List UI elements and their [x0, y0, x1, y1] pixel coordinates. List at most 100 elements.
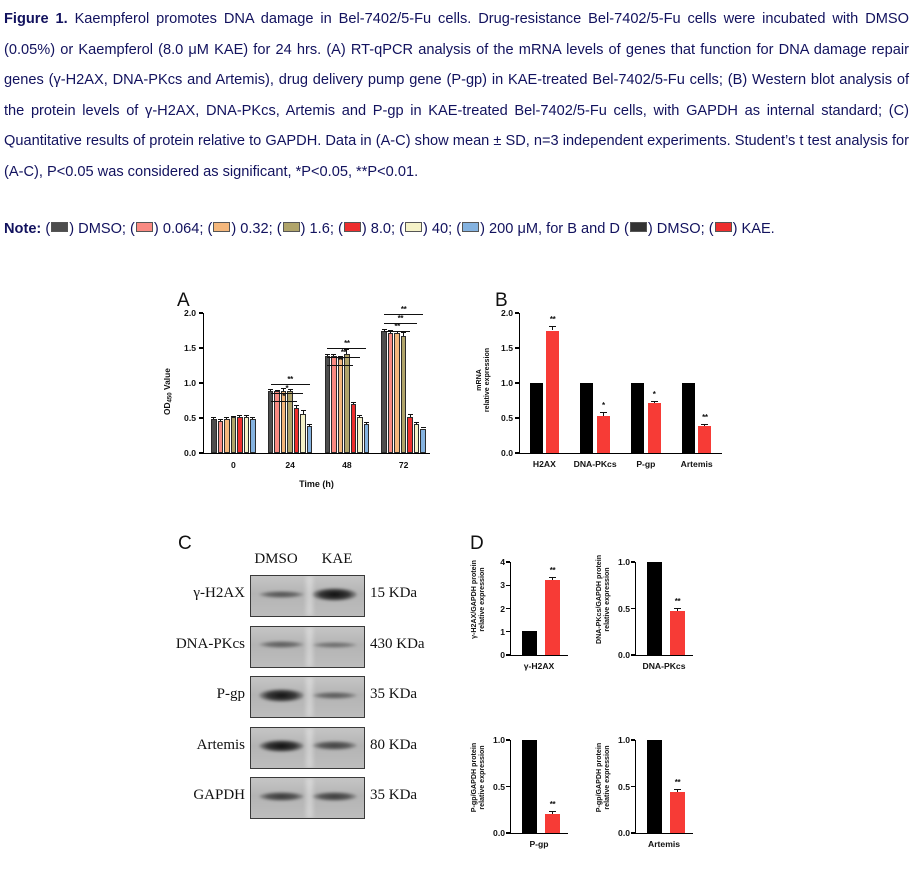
- panel-b-y-tick: [515, 452, 519, 454]
- panel-a-significance-line: [384, 323, 417, 325]
- panel-d-y-axis-title: P-gp/GAPDH protein relative expression: [470, 728, 487, 827]
- y-title-line-1: P-gp/GAPDH protein: [470, 742, 478, 813]
- panel-a-error-bar: [226, 416, 228, 420]
- legend-swatch-label: ) DMSO;: [69, 221, 126, 237]
- blot-band: [258, 791, 305, 802]
- panel-b-x-ticklabel: Artemis: [680, 459, 713, 469]
- panel-a-y-tick: [199, 452, 203, 454]
- panel-d-x-ticklabel: γ-H2AX: [523, 661, 555, 671]
- panel-d-error-bar: [676, 789, 679, 793]
- blot-band: [312, 641, 358, 648]
- legend-swatch-label: ) 1.6;: [300, 221, 334, 237]
- panel-a-bar: [230, 417, 237, 453]
- blot-row-box: [250, 676, 365, 718]
- panel-a-bar: [407, 416, 413, 453]
- panel-b-error-cap: [701, 423, 709, 425]
- panel-a-y-tick: [199, 417, 203, 419]
- panel-a-error-cap: [357, 414, 363, 416]
- blot-lane-divider: [306, 727, 314, 768]
- panel-b-y-tick: [515, 347, 519, 349]
- panel-a-error-cap: [274, 390, 280, 392]
- legend-swatch-label: ) 0.064;: [153, 221, 204, 237]
- panel-b-y-tick: [515, 417, 519, 419]
- panel-b-y-ticklabel: 1.0: [501, 378, 513, 388]
- y-title-base: OD: [162, 402, 172, 415]
- blot-row-label: GAPDH: [193, 787, 245, 803]
- panel-b-y-ticklabel: 0.5: [501, 413, 513, 423]
- panel-a-y-axis-title: OD450 Value: [162, 368, 174, 415]
- panel-d-y-tick: [506, 561, 510, 563]
- panel-d-error-cap: [673, 607, 682, 609]
- legend-swatch-label: ) KAE.: [732, 221, 775, 237]
- panel-a-error-cap: [414, 422, 420, 424]
- panel-d-bar: [545, 580, 560, 655]
- panel-d-y-tick: [506, 832, 510, 834]
- panel-d-significance-star: **: [674, 596, 681, 606]
- panel-b-error-bar: [602, 411, 604, 416]
- panel-b-error-cap: [599, 411, 607, 413]
- panel-d-x-ticklabel: Artemis: [648, 839, 680, 849]
- panel-a-bar: [243, 417, 250, 453]
- panel-a-y-ticklabel: 1.5: [184, 343, 196, 353]
- panel-a-y-axis: [203, 313, 205, 453]
- figure-label: Figure 1.: [4, 11, 68, 27]
- caption-stats: Data in (A-C) show mean ± SD, n=3 indepe…: [325, 133, 731, 149]
- panel-b-error-cap: [549, 326, 557, 328]
- panel-a-bar: [363, 424, 370, 453]
- panel-b-y-axis: [519, 313, 521, 453]
- panel-b-y-tick: [515, 382, 519, 384]
- figure-canvas: A 0.0 0.5 1.0 1.5 2.0 OD450 Value 0 24 48 72 Time (…: [0, 255, 920, 882]
- panel-d-y-tick: [506, 654, 510, 656]
- panel-d-error-cap: [673, 789, 682, 791]
- legend-swatch-label: ) DMSO;: [647, 221, 705, 237]
- panel-c-letter: C: [178, 533, 192, 554]
- panel-a-bar: [331, 355, 337, 453]
- panel-a-error-bar: [346, 348, 348, 355]
- panel-a-significance-star: **: [337, 356, 344, 365]
- panel-b-significance-star: *: [652, 389, 656, 399]
- panel-a-error-cap: [324, 354, 330, 356]
- panel-a-error-cap: [237, 414, 243, 416]
- panel-a-error-cap: [401, 331, 407, 333]
- panel-d-y-ticklabel: 0.0: [493, 828, 505, 838]
- blot-lane-divider: [306, 576, 314, 616]
- panel-a-bar: [224, 419, 230, 453]
- blot-band: [258, 641, 305, 649]
- panel-a-bar: [350, 404, 357, 453]
- panel-a-significance-star: **: [344, 339, 350, 348]
- panel-a-error-cap: [388, 329, 394, 331]
- panel-a-bar: [394, 332, 400, 453]
- panel-d-y-tick: [631, 832, 635, 834]
- panel-d-y-ticklabel: 1.0: [618, 557, 630, 567]
- caption-sentence-2: Drug-resistance Bel-7402/5-Fu cells were…: [4, 11, 909, 58]
- panel-d-y-tick: [631, 561, 635, 563]
- panel-a-bar: [280, 390, 287, 453]
- panel-a-y-ticklabel: 2.0: [184, 308, 196, 318]
- panel-d-y-axis-title: P-gp/GAPDH protein relative expression: [595, 728, 612, 827]
- panel-d-y-tick: [506, 785, 510, 788]
- panel-d-x-ticklabel: P-gp: [529, 839, 549, 849]
- panel-a-significance-line: [327, 348, 367, 350]
- panel-a-error-bar: [283, 387, 285, 391]
- panel-a-bar: [344, 354, 350, 453]
- panel-a-x-ticklabel: 48: [342, 460, 352, 470]
- panel-d-y-axis: [510, 562, 512, 655]
- blot-band: [312, 791, 358, 802]
- blot-band: [312, 741, 358, 751]
- y-title-sub: 450: [167, 392, 174, 403]
- legend-swatch-label: ) 8.0;: [361, 221, 396, 237]
- panel-a-bar: [237, 417, 243, 453]
- panel-a-bar: [413, 424, 420, 453]
- blot-row-label: P-gp: [216, 686, 245, 702]
- panel-d-y-ticklabel: 0.5: [493, 781, 505, 792]
- legend-swatch: [629, 222, 647, 232]
- panel-d-error-bar: [551, 811, 554, 815]
- panel-b-bar: [631, 383, 645, 453]
- blot-row-label: DNA-PKcs: [175, 635, 245, 652]
- panel-d-y-ticklabel: 3: [500, 580, 505, 591]
- panel-a-y-tick: [199, 382, 203, 384]
- panel-a-bar: [293, 408, 300, 453]
- panel-a-error-bar: [239, 414, 241, 418]
- blot-header-kae: KAE: [321, 551, 353, 567]
- panel-d-error-cap: [548, 577, 557, 579]
